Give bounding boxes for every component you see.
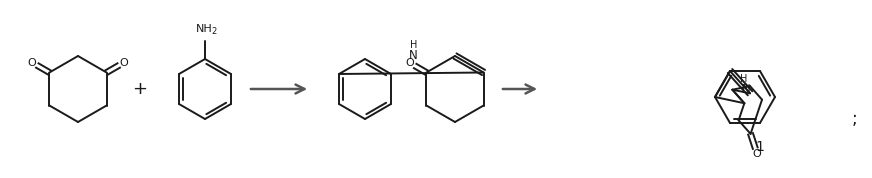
Text: O: O [28, 57, 37, 67]
Text: ;: ; [852, 110, 858, 128]
Text: +: + [133, 80, 147, 98]
Text: H: H [740, 74, 748, 84]
Text: 2: 2 [211, 27, 216, 36]
Text: O: O [753, 149, 761, 159]
Text: 1: 1 [755, 140, 765, 154]
Text: H: H [410, 40, 417, 50]
Text: O: O [405, 58, 414, 68]
Text: O: O [119, 57, 128, 67]
Text: NH: NH [195, 24, 213, 34]
Text: N: N [742, 83, 751, 96]
Text: N: N [409, 49, 418, 62]
